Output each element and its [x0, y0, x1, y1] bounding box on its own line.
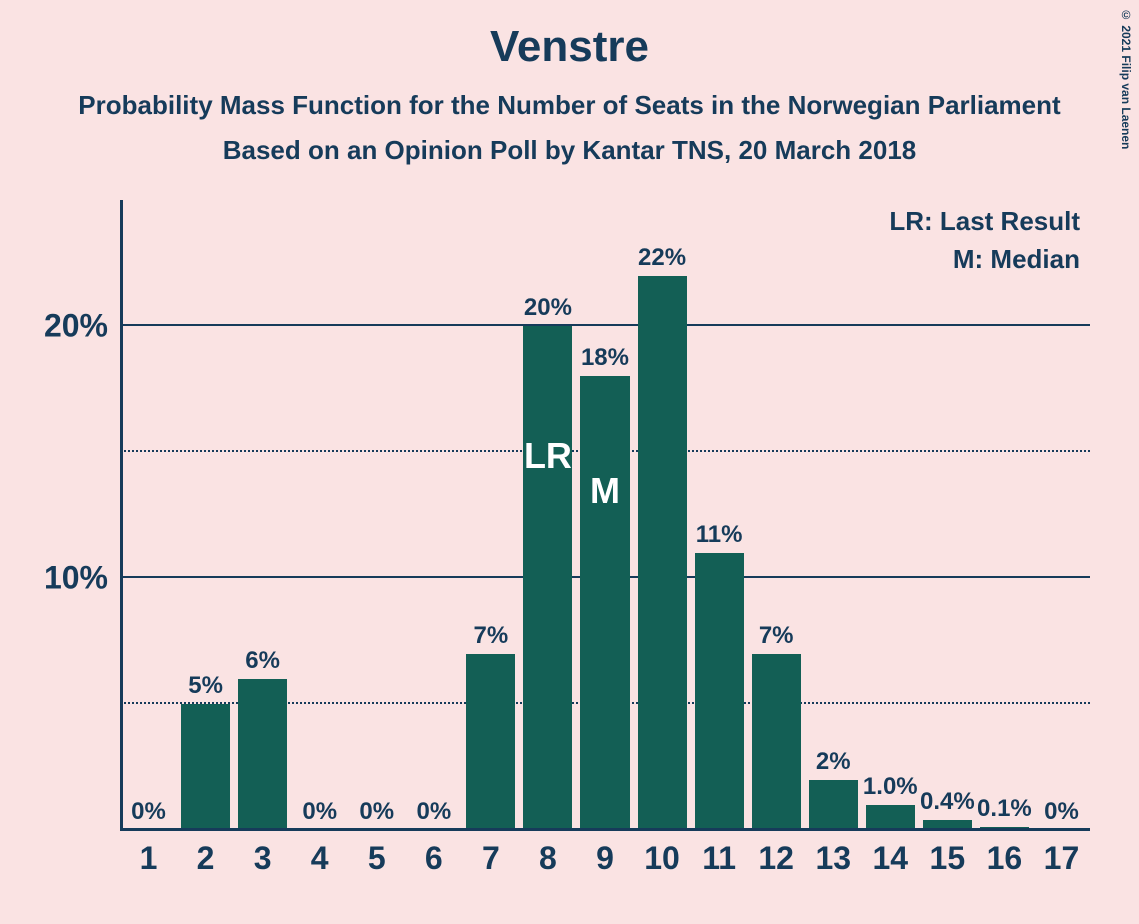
chart-subtitle-1: Probability Mass Function for the Number… [0, 72, 1139, 121]
bar-value-label: 11% [696, 521, 743, 553]
y-tick-label: 10% [44, 560, 120, 597]
x-tick-label: 10 [644, 830, 680, 877]
bar: 2% [809, 780, 858, 830]
bar-value-label: 7% [474, 622, 509, 654]
bar-value-label: 1.0% [863, 773, 918, 805]
bar-value-label: 5% [188, 672, 223, 704]
bar-value-label: 0% [1044, 798, 1079, 830]
x-tick-label: 8 [539, 830, 557, 877]
x-tick-label: 13 [815, 830, 851, 877]
x-tick-label: 15 [930, 830, 966, 877]
gridline-major [120, 324, 1090, 326]
bar: 18% [580, 376, 629, 830]
chart-title: Venstre [0, 0, 1139, 72]
bar: 5% [181, 704, 230, 830]
legend-lr: LR: Last Result [889, 206, 1080, 237]
x-tick-label: 1 [140, 830, 158, 877]
bar-annotation: LR [524, 435, 572, 477]
x-tick-label: 12 [758, 830, 794, 877]
bar-value-label: 22% [638, 244, 686, 276]
x-tick-label: 5 [368, 830, 386, 877]
x-tick-label: 4 [311, 830, 329, 877]
bar-annotation: M [590, 470, 620, 512]
x-tick-label: 6 [425, 830, 443, 877]
bar: 6% [238, 679, 287, 830]
bar-value-label: 0% [302, 798, 337, 830]
x-tick-label: 9 [596, 830, 614, 877]
chart-subtitle-2: Based on an Opinion Poll by Kantar TNS, … [0, 121, 1139, 166]
x-tick-label: 3 [254, 830, 272, 877]
bar-value-label: 7% [759, 622, 794, 654]
y-axis [120, 200, 123, 830]
bar: 7% [752, 654, 801, 830]
bar: 7% [466, 654, 515, 830]
x-tick-label: 17 [1044, 830, 1080, 877]
copyright-label: © 2021 Filip van Laenen [1119, 8, 1133, 149]
y-tick-label: 20% [44, 308, 120, 345]
bar-value-label: 0% [359, 798, 394, 830]
bar-value-label: 0.1% [977, 795, 1032, 827]
x-tick-label: 11 [702, 830, 736, 877]
bar-value-label: 0% [131, 798, 166, 830]
bar-value-label: 18% [581, 344, 629, 376]
bar-value-label: 6% [245, 647, 280, 679]
x-tick-label: 2 [197, 830, 215, 877]
bar: 20% [523, 326, 572, 830]
x-tick-label: 14 [872, 830, 908, 877]
bar: 1.0% [866, 805, 915, 830]
x-axis [120, 828, 1090, 831]
bar-value-label: 0% [416, 798, 451, 830]
bar-value-label: 2% [816, 748, 851, 780]
bar-value-label: 0.4% [920, 788, 975, 820]
x-tick-label: 16 [987, 830, 1023, 877]
bar: 22% [638, 276, 687, 830]
bar-value-label: 20% [524, 294, 572, 326]
chart-plot-area: 10%20%0%15%26%30%40%50%67%720%818%922%10… [120, 200, 1090, 830]
bar: 11% [695, 553, 744, 830]
legend-m: M: Median [953, 244, 1080, 275]
x-tick-label: 7 [482, 830, 500, 877]
